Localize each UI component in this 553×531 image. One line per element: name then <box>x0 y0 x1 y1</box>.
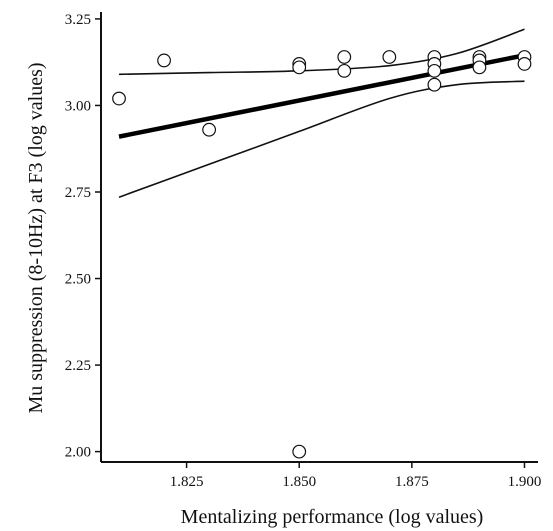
data-point <box>157 53 171 68</box>
x-tick-label: 1.875 <box>395 474 429 490</box>
y-tick-label: 2.00 <box>65 445 91 461</box>
data-point <box>292 444 307 459</box>
data-point <box>292 60 307 75</box>
data-point <box>472 60 487 75</box>
x-tick-label: 1.900 <box>508 474 542 490</box>
data-point <box>427 63 442 78</box>
y-tick-label: 2.75 <box>65 185 91 201</box>
fit-line <box>118 53 525 139</box>
regression-fit <box>118 53 525 139</box>
ci-lower-line <box>118 80 525 198</box>
data-point <box>337 63 352 78</box>
x-axis: 1.825 1.850 1.875 1.900 <box>101 461 542 490</box>
ci-upper-line <box>119 28 525 76</box>
data-point <box>337 50 352 64</box>
y-axis: 2.00 2.25 2.50 2.75 3.00 3.25 <box>65 12 102 462</box>
y-tick-label: 2.25 <box>65 358 91 374</box>
x-axis-title: Mentalizing performance (log values) <box>181 506 484 528</box>
y-tick-label: 2.50 <box>65 272 91 288</box>
data-point <box>202 122 217 137</box>
data-point <box>112 91 126 106</box>
data-point <box>517 57 532 71</box>
x-tick-label: 1.825 <box>170 474 204 490</box>
x-tick-label: 1.850 <box>282 474 316 490</box>
y-tick-label: 3.25 <box>65 12 91 28</box>
data-point <box>427 77 442 92</box>
data-points <box>112 50 532 459</box>
y-axis-title: Mu suppression (8-10Hz) at F3 (log value… <box>25 62 47 413</box>
data-point <box>382 50 397 64</box>
y-tick-label: 3.00 <box>65 98 91 114</box>
confidence-band <box>118 28 525 198</box>
